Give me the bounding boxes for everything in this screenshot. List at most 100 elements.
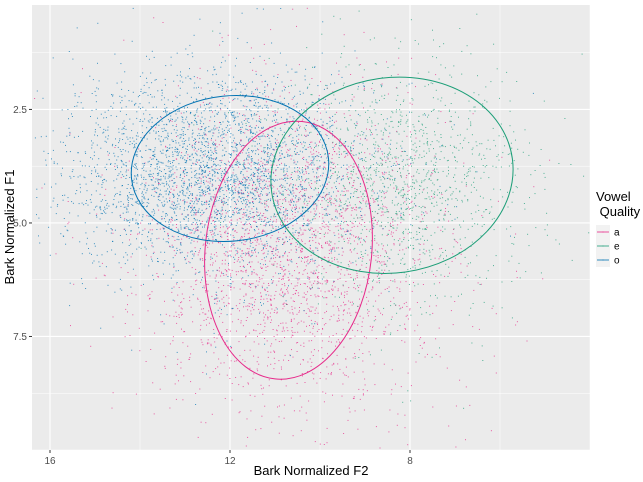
point-e (438, 141, 440, 143)
point-a (208, 342, 210, 344)
point-a (322, 98, 324, 100)
point-a (288, 136, 290, 137)
point-o (157, 175, 159, 176)
point-a (365, 190, 366, 192)
point-o (221, 208, 223, 210)
point-o (224, 114, 226, 116)
point-e (400, 123, 402, 125)
point-e (482, 197, 484, 199)
point-a (266, 159, 268, 161)
point-a (208, 310, 210, 312)
point-o (234, 146, 236, 148)
point-e (434, 134, 436, 136)
point-a (256, 87, 258, 89)
point-e (472, 303, 474, 304)
point-a (342, 251, 344, 253)
point-e (383, 307, 385, 309)
point-e (490, 199, 492, 201)
point-a (144, 162, 146, 164)
point-a (207, 339, 209, 341)
point-e (422, 220, 424, 222)
point-e (343, 185, 345, 187)
point-o (142, 120, 144, 122)
point-a (258, 243, 260, 245)
point-e (308, 228, 310, 230)
point-a (414, 262, 415, 264)
point-a (454, 239, 456, 241)
point-o (195, 160, 197, 162)
point-a (336, 111, 338, 113)
point-e (433, 184, 435, 186)
point-a (277, 200, 279, 202)
point-o (141, 201, 143, 203)
point-e (353, 192, 355, 194)
point-a (501, 156, 503, 158)
point-a (356, 123, 358, 125)
point-a (286, 259, 288, 261)
point-o (312, 126, 314, 128)
point-e (407, 228, 409, 230)
point-e (338, 206, 340, 207)
point-a (325, 392, 327, 394)
point-a (67, 201, 69, 202)
point-a (256, 192, 258, 193)
point-a (321, 266, 323, 267)
point-o (194, 147, 196, 149)
point-a (323, 162, 325, 164)
point-a (384, 288, 386, 290)
point-a (213, 220, 214, 221)
point-a (384, 333, 385, 335)
point-a (437, 226, 439, 228)
point-e (410, 314, 412, 316)
point-a (359, 222, 360, 224)
point-o (261, 203, 263, 205)
point-e (497, 154, 499, 156)
point-e (390, 121, 392, 123)
point-a (225, 274, 227, 276)
point-a (230, 360, 232, 362)
point-a (265, 223, 267, 225)
point-e (433, 108, 435, 110)
point-e (301, 258, 303, 259)
point-a (187, 345, 189, 347)
point-a (264, 219, 266, 221)
point-o (192, 198, 194, 199)
point-a (241, 152, 243, 154)
point-a (218, 144, 220, 146)
point-e (406, 120, 408, 122)
point-e (446, 255, 447, 257)
point-e (342, 84, 344, 86)
point-e (406, 159, 408, 161)
point-a (201, 220, 203, 222)
point-a (261, 150, 262, 152)
point-e (479, 276, 481, 278)
point-a (322, 247, 324, 249)
point-a (336, 341, 338, 343)
point-e (392, 227, 394, 229)
point-o (143, 196, 145, 198)
point-e (481, 158, 482, 160)
point-a (255, 70, 257, 72)
point-o (164, 260, 166, 261)
point-o (258, 162, 260, 164)
point-a (193, 288, 195, 290)
point-e (350, 119, 352, 121)
point-a (287, 149, 289, 151)
point-a (210, 139, 212, 141)
point-e (426, 173, 428, 175)
point-o (415, 205, 417, 207)
point-a (290, 199, 292, 201)
point-a (274, 294, 276, 296)
point-e (351, 186, 353, 188)
point-a (299, 167, 300, 169)
point-e (451, 220, 453, 222)
point-a (260, 160, 262, 162)
point-a (358, 157, 359, 159)
point-e (403, 193, 405, 195)
point-e (475, 275, 477, 277)
point-a (195, 272, 197, 274)
point-e (395, 304, 397, 306)
point-o (278, 239, 280, 240)
point-o (177, 193, 178, 195)
point-o (149, 173, 151, 175)
